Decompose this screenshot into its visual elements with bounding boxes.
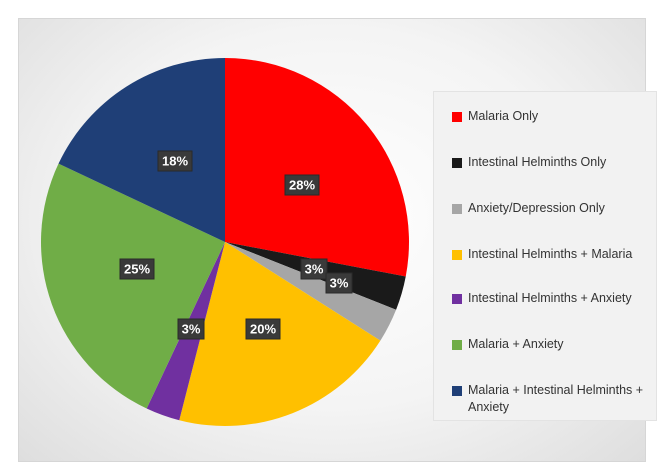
pie-slice-6 bbox=[40, 163, 225, 409]
legend-label: Malaria Only bbox=[468, 109, 539, 123]
legend-item-3: Anxiety/Depression Only bbox=[452, 200, 658, 217]
data-label-7: 18% bbox=[157, 150, 193, 172]
legend-item-4: Intestinal Helminths + Malaria bbox=[452, 246, 658, 263]
data-label-text: 18% bbox=[162, 154, 188, 169]
legend-swatch bbox=[452, 250, 462, 260]
data-label-5: 3% bbox=[177, 318, 205, 340]
legend-item-5: Intestinal Helminths + Anxiety bbox=[452, 290, 658, 307]
pie-chart: 28% 3% 3% 20% 3% 25% 18% bbox=[40, 58, 409, 426]
data-label-box bbox=[177, 318, 205, 340]
legend-swatch bbox=[452, 112, 462, 122]
legend-label: Malaria + Intestinal Helminths + Anxiety bbox=[468, 383, 644, 414]
pie-slice-1 bbox=[225, 58, 409, 277]
legend-label: Intestinal Helminths + Anxiety bbox=[468, 291, 632, 305]
data-label-text: 25% bbox=[124, 262, 150, 277]
data-label-6: 25% bbox=[119, 258, 155, 280]
data-label-text: 20% bbox=[250, 322, 276, 337]
data-label-text: 3% bbox=[330, 276, 349, 291]
data-label-4: 20% bbox=[245, 318, 281, 340]
data-label-box bbox=[325, 272, 353, 294]
legend-swatch bbox=[452, 340, 462, 350]
legend-item-1: Malaria Only bbox=[452, 108, 658, 125]
pie-slice-7 bbox=[58, 58, 225, 242]
legend: Malaria Only Intestinal Helminths Only Anx… bbox=[433, 91, 657, 421]
data-label-box bbox=[300, 258, 328, 280]
data-label-1: 28% bbox=[284, 174, 320, 196]
legend-swatch bbox=[452, 158, 462, 168]
data-label-2: 3% bbox=[300, 258, 328, 280]
legend-swatch bbox=[452, 294, 462, 304]
pie-slice-3 bbox=[225, 242, 397, 341]
data-label-box bbox=[119, 258, 155, 280]
legend-label: Malaria + Anxiety bbox=[468, 337, 564, 351]
chart-area: 28% 3% 3% 20% 3% 25% 18% Malaria Only Intestina… bbox=[18, 18, 657, 462]
legend-item-2: Intestinal Helminths Only bbox=[452, 154, 658, 171]
legend-item-7: Malaria + Intestinal Helminths + Anxiety bbox=[452, 382, 658, 416]
legend-label: Intestinal Helminths Only bbox=[468, 155, 607, 169]
data-label-text: 3% bbox=[182, 322, 201, 337]
data-label-box bbox=[245, 318, 281, 340]
data-label-box bbox=[284, 174, 320, 196]
legend-swatch bbox=[452, 386, 462, 396]
data-label-text: 28% bbox=[289, 178, 315, 193]
legend-item-6: Malaria + Anxiety bbox=[452, 336, 658, 353]
data-label-3: 3% bbox=[325, 272, 353, 294]
legend-label: Anxiety/Depression Only bbox=[468, 201, 605, 215]
legend-swatch bbox=[452, 204, 462, 214]
data-label-text: 3% bbox=[305, 262, 324, 277]
data-label-box bbox=[157, 150, 193, 172]
legend-label: Intestinal Helminths + Malaria bbox=[468, 247, 633, 261]
